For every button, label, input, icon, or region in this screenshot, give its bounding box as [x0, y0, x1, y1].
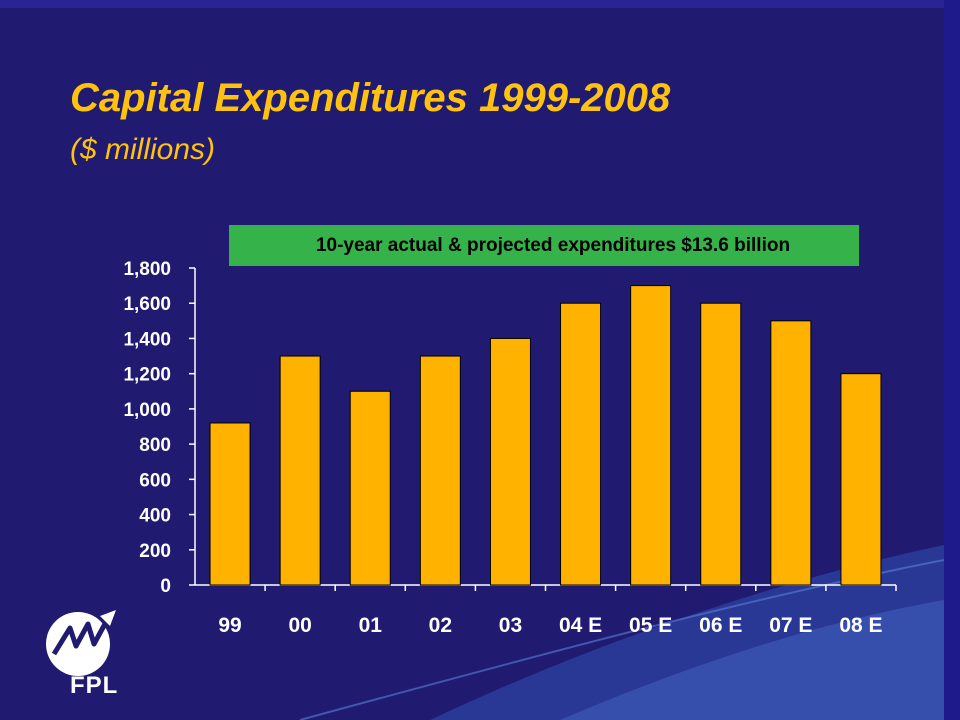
- callout-banner: 10-year actual & projected expenditures …: [229, 225, 859, 266]
- x-tick-label: 02: [429, 614, 452, 637]
- fpl-logo-icon: [46, 610, 116, 676]
- y-tick-label: 1,400: [123, 329, 171, 350]
- bar-01: [349, 390, 391, 586]
- bar-07e: [770, 320, 812, 586]
- bar-05e: [630, 285, 672, 586]
- x-tick-label: 07 E: [769, 614, 812, 637]
- y-tick-label: 200: [139, 541, 171, 562]
- callout-text: 10-year actual & projected expenditures …: [315, 234, 791, 256]
- y-tick-label: 0: [160, 576, 171, 597]
- bar-99: [209, 422, 251, 586]
- bar-06e: [700, 302, 742, 586]
- logo-wordmark: FPL: [70, 672, 119, 699]
- y-tick-label: 1,800: [123, 259, 171, 280]
- y-tick-label: 600: [139, 470, 171, 491]
- bar-00: [279, 355, 321, 586]
- bar-03: [489, 337, 531, 586]
- x-tick-label: 99: [218, 614, 241, 637]
- y-tick-label: 1,600: [123, 294, 171, 315]
- x-tick-labels: 99 00 01 02 03 04 E 05 E 06 E 07 E 08 E: [218, 614, 882, 637]
- x-tick-label: 08 E: [839, 614, 882, 637]
- page-title: Capital Expenditures 1999-2008: [70, 76, 671, 120]
- y-tick-labels: 0 200 400 600 800 1,000 1,200 1,400 1,600 1,800: [123, 259, 171, 597]
- y-tick-label: 1,200: [123, 365, 171, 386]
- right-frame-strip: [944, 0, 960, 720]
- bar-02: [419, 355, 461, 586]
- y-tick-label: 1,000: [123, 400, 171, 421]
- y-tick-label: 800: [139, 435, 171, 456]
- x-tick-label: 04 E: [559, 614, 602, 637]
- x-tick-label: 05 E: [629, 614, 672, 637]
- x-tick-label: 01: [359, 614, 383, 637]
- x-tick-label: 00: [288, 614, 311, 637]
- x-tick-label: 06 E: [699, 614, 742, 637]
- page-subtitle: ($ millions): [70, 133, 216, 166]
- y-tick-label: 400: [139, 506, 171, 527]
- chart-bars: [209, 285, 882, 586]
- top-frame-strip: [0, 0, 960, 8]
- bar-04e: [560, 302, 602, 586]
- x-tick-label: 03: [499, 614, 522, 637]
- bar-08e: [840, 373, 882, 586]
